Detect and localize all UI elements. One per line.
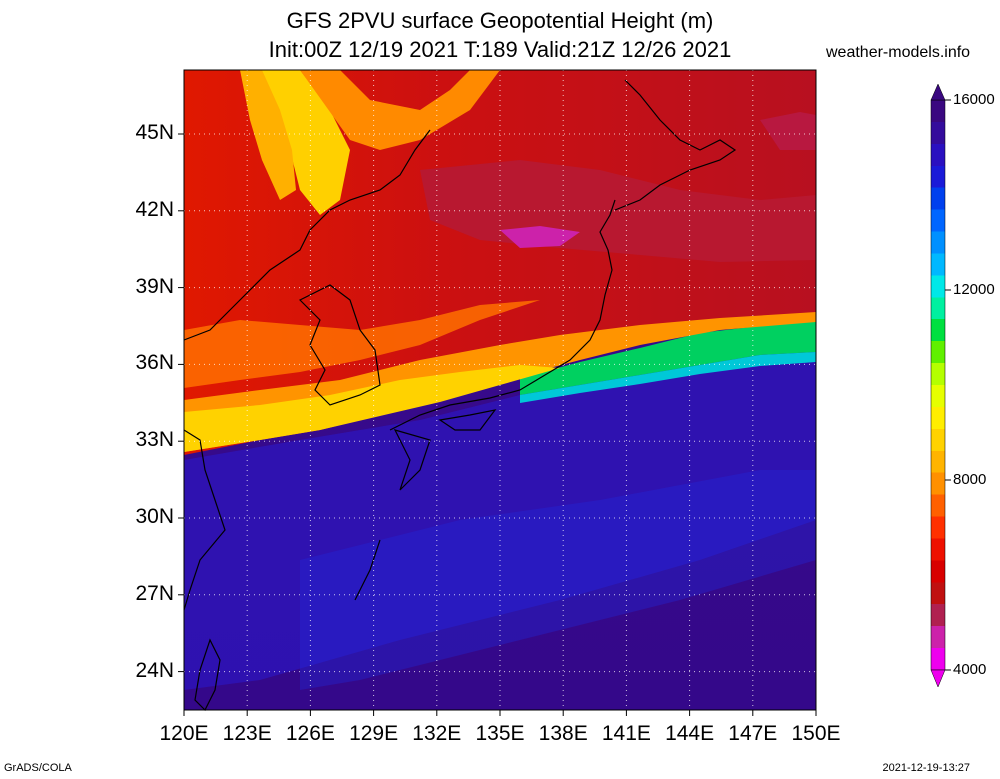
- axis-ticks: [178, 133, 817, 716]
- lon-label: 129E: [349, 722, 399, 745]
- dark-red-ne: [760, 112, 816, 150]
- colorbar-label: 12000: [953, 281, 995, 298]
- coast-hokkaido: [614, 79, 737, 211]
- colorbar-top-arrow: [930, 83, 946, 101]
- coast-honshu: [389, 199, 616, 431]
- lon-label: 135E: [475, 722, 525, 745]
- green-strip: [520, 320, 816, 395]
- lon-label: 144E: [665, 722, 715, 745]
- coastline-layer: [183, 79, 737, 712]
- orange-plume-2: [300, 70, 500, 150]
- lon-label: 120E: [159, 722, 209, 745]
- colorbar-bottom-arrow: [930, 669, 946, 688]
- lat-label: 36N: [135, 351, 174, 375]
- colorbar: [930, 83, 951, 688]
- magenta-spot: [500, 226, 580, 248]
- colorbar-label: 8000: [953, 471, 987, 488]
- coast-ryukyu: [354, 539, 381, 601]
- lon-label: 126E: [285, 722, 335, 745]
- blue-speckle: [300, 470, 816, 690]
- coast-mainland: [183, 129, 431, 341]
- lat-label: 27N: [135, 581, 174, 605]
- coast-kyushu: [393, 429, 431, 491]
- lat-label: 42N: [135, 197, 174, 221]
- lat-label: 33N: [135, 428, 174, 452]
- lon-label: 150E: [791, 722, 841, 745]
- colorbar-label: 16000: [953, 91, 995, 108]
- cyan-strip: [520, 352, 816, 403]
- chart-title: GFS 2PVU surface Geopotential Height (m): [286, 8, 714, 33]
- lon-label: 138E: [538, 722, 588, 745]
- coast-china-south: [183, 429, 226, 611]
- coast-shikoku: [438, 409, 497, 431]
- lon-label: 141E: [601, 722, 651, 745]
- lat-label: 24N: [135, 658, 174, 682]
- colorbar-label: 4000: [953, 661, 987, 678]
- lat-label: 39N: [135, 274, 174, 298]
- lon-label: 147E: [728, 722, 778, 745]
- site-credit: weather-models.info: [826, 44, 971, 61]
- yellow-band: [184, 365, 560, 452]
- yellow-plume: [260, 70, 350, 215]
- orange-band-2: [184, 300, 540, 388]
- field-layer: [184, 70, 816, 710]
- timestamp: 2021-12-19-13:27: [882, 762, 970, 774]
- colorbar-body: [930, 99, 946, 671]
- software-credit: GrADS/COLA: [4, 762, 72, 774]
- chart-subtitle: Init:00Z 12/19 2021 T:189 Valid:21Z 12/2…: [268, 37, 732, 62]
- lat-label: 30N: [135, 505, 174, 528]
- orange-plume: [240, 70, 296, 200]
- lon-label: 123E: [222, 722, 272, 745]
- lon-label: 132E: [412, 722, 462, 745]
- lat-label: 45N: [135, 121, 174, 144]
